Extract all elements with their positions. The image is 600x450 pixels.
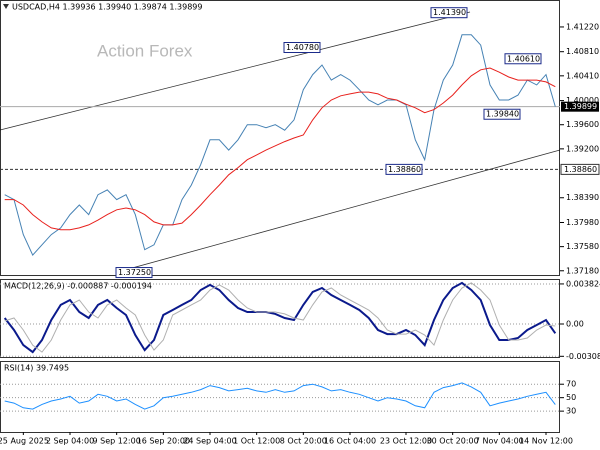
y-tick-label: 1.40000	[566, 96, 599, 105]
y-tick-label: 0.003824	[566, 279, 600, 288]
rsi-title: RSI(14) 39.7495	[4, 364, 69, 373]
y-tick-label: -0.003084	[566, 352, 600, 361]
y-tick-label: 1.39200	[566, 144, 599, 153]
level-label: 1.38860	[564, 165, 597, 174]
series-line	[4, 382, 556, 410]
y-tick-label: 1.41220	[566, 22, 599, 31]
annotation-label: 1.40610	[507, 54, 540, 63]
x-tick-label: 23 Oct 12:00	[380, 437, 432, 446]
series-line	[4, 67, 556, 231]
watermark: Action Forex	[97, 41, 193, 60]
y-tick-label: 1.37580	[566, 242, 599, 251]
y-tick-label: 1.38390	[566, 193, 599, 202]
annotation-box	[483, 108, 521, 120]
x-tick-label: 16 Oct 04:00	[324, 437, 376, 446]
annotation-label: 1.40780	[286, 43, 319, 52]
channel-upper	[0, 11, 471, 131]
annotation-label: 1.41390	[433, 8, 466, 17]
y-tick-label: 1.37180	[566, 266, 599, 275]
macd-title: MACD(12,26,9) -0.000887 -0.000194	[4, 282, 152, 291]
macd-frame	[0, 279, 560, 358]
x-tick-label: 7 Nov 04:00	[475, 437, 524, 446]
x-tick-label: 24 Sep 04:00	[183, 437, 236, 446]
series-line	[4, 34, 556, 256]
chart-title: USDCAD,H4 1.39936 1.39940 1.39874 1.3989…	[12, 3, 202, 12]
x-tick-label: 16 Sep 20:00	[137, 437, 190, 446]
title-icon	[3, 4, 9, 9]
y-tick-label: 70	[566, 380, 576, 389]
main-frame	[0, 0, 560, 276]
annotation-box	[430, 7, 468, 19]
annotation-label: 1.39840	[486, 110, 519, 119]
y-tick-label: 1.40410	[566, 71, 599, 80]
series-line	[4, 282, 556, 353]
price-box	[561, 101, 599, 112]
annotation-label: 1.38860	[388, 165, 421, 174]
x-tick-label: 8 Oct 20:00	[280, 437, 327, 446]
annotation-box	[115, 267, 153, 279]
x-tick-label: 30 Oct 20:00	[427, 437, 479, 446]
level-box	[560, 163, 600, 175]
y-tick-label: 1.37980	[566, 218, 599, 227]
series-line	[3, 281, 557, 354]
annotation-label: 1.37250	[118, 268, 151, 277]
price-label: 1.39899	[564, 102, 597, 111]
x-tick-label: 2 Sep 04:00	[46, 437, 94, 446]
y-tick-label: 50	[566, 393, 576, 402]
annotation-box	[504, 53, 542, 65]
x-tick-label: 1 Oct 12:00	[233, 437, 280, 446]
x-tick-label: 25 Aug 2025	[0, 437, 49, 446]
y-tick-label: 30	[566, 407, 576, 416]
y-tick-label: 0.00	[566, 320, 584, 329]
rsi-frame	[0, 361, 560, 433]
x-tick-label: 9 Sep 12:00	[93, 437, 141, 446]
x-tick-label: 14 Nov 12:00	[519, 437, 573, 446]
y-tick-label: 1.40810	[566, 47, 599, 56]
annotation-box	[385, 163, 423, 175]
channel-lower	[124, 149, 561, 271]
y-tick-label: 1.39600	[566, 120, 599, 129]
annotation-box	[283, 42, 321, 54]
